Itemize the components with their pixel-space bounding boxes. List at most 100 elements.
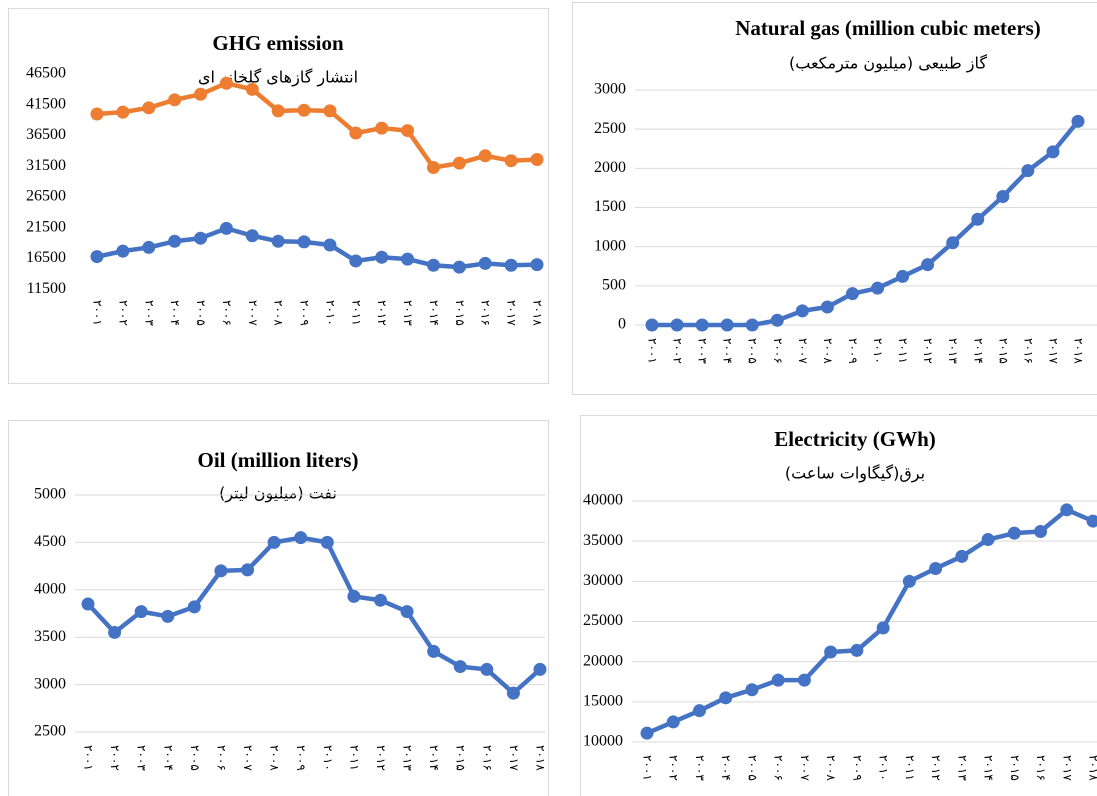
x-tick-label: ۲۰۰۷: [241, 745, 255, 771]
x-tick-label: ۲۰۱۷: [1060, 755, 1074, 781]
marker: [81, 597, 95, 611]
y-tick-label: 11500: [27, 280, 66, 297]
marker: [108, 625, 122, 639]
y-tick-label: 10000: [583, 733, 623, 750]
marker: [1086, 514, 1097, 528]
marker: [142, 240, 156, 254]
marker: [453, 660, 467, 674]
marker: [90, 250, 104, 264]
y-tick-label: 3000: [34, 675, 66, 692]
marker: [478, 256, 492, 270]
y-tick-label: 2500: [34, 723, 66, 740]
x-tick-label: ۲۰۱۶: [479, 300, 493, 326]
marker: [116, 244, 130, 258]
marker: [745, 318, 759, 332]
marker: [946, 236, 960, 250]
x-tick-label: ۲۰۱۷: [1046, 338, 1060, 364]
marker: [902, 574, 916, 588]
y-tick-label: 26500: [26, 188, 66, 205]
marker: [349, 254, 363, 268]
marker: [645, 318, 659, 332]
x-tick-label: ۲۰۱۶: [1034, 755, 1048, 781]
marker: [820, 300, 834, 314]
marker: [373, 593, 387, 607]
marker: [427, 644, 441, 658]
y-tick-label: 35000: [583, 532, 623, 549]
x-tick-label: ۲۰۱۵: [1008, 755, 1022, 781]
marker: [971, 212, 985, 226]
x-tick-label: ۲۰۰۳: [693, 755, 707, 781]
chart-title: GHG emission: [212, 31, 344, 55]
marker: [401, 124, 415, 138]
x-tick-label: ۲۰۱۱: [349, 300, 363, 326]
x-tick-label: ۲۰۰۲: [667, 755, 681, 781]
marker: [245, 82, 259, 96]
marker: [320, 535, 334, 549]
x-tick-label: ۲۰۰۵: [746, 338, 760, 364]
x-tick-label: ۲۰۱۶: [1021, 338, 1035, 364]
x-tick-label: ۲۰۱۳: [946, 338, 960, 364]
marker: [267, 535, 281, 549]
marker: [720, 318, 734, 332]
x-tick-label: ۲۰۱۲: [375, 300, 389, 326]
x-tick-label: ۲۰۰۸: [268, 745, 282, 771]
marker: [896, 269, 910, 283]
marker: [719, 691, 733, 705]
x-tick-label: ۲۰۱۸: [531, 300, 545, 326]
marker: [245, 229, 259, 243]
marker: [530, 152, 544, 166]
x-tick-label: ۲۰۰۹: [294, 745, 308, 771]
y-tick-label: 36500: [26, 126, 66, 143]
marker: [504, 154, 518, 168]
marker: [426, 160, 440, 174]
line: [86, 535, 542, 696]
y-tick-label: 25000: [583, 612, 623, 629]
marker: [323, 238, 337, 252]
panel: [8, 420, 549, 796]
x-tick-label: ۲۰۱۲: [921, 338, 935, 364]
marker: [271, 234, 285, 248]
x-tick-label: ۲۰۰۹: [850, 755, 864, 781]
x-tick-label: ۲۰۱۵: [453, 300, 467, 326]
marker: [533, 662, 547, 676]
x-tick-label: ۲۰۱۷: [505, 300, 519, 326]
y-tick-label: 2000: [594, 159, 626, 176]
x-tick-label: ۲۰۱۱: [903, 755, 917, 781]
y-tick-label: 500: [602, 277, 626, 294]
x-tick-label: ۲۰۱۰: [877, 755, 891, 781]
chart-subtitle: نفت (میلیون لیتر): [219, 484, 337, 504]
x-tick-label: ۲۰۰۵: [745, 755, 759, 781]
x-tick-label: ۲۰۰۶: [214, 745, 228, 771]
chart-title: Oil (million liters): [198, 448, 359, 472]
x-tick-label: ۲۰۰۷: [796, 338, 810, 364]
chart-title: Natural gas (million cubic meters): [735, 16, 1041, 40]
x-tick-label: ۲۰۱۴: [427, 300, 441, 326]
x-tick-label: ۲۰۰۴: [721, 338, 735, 364]
marker: [480, 662, 494, 676]
marker: [845, 287, 859, 301]
x-tick-label: ۲۰۰۲: [671, 338, 685, 364]
marker: [666, 715, 680, 729]
y-tick-label: 40000: [583, 492, 623, 509]
marker: [194, 87, 208, 101]
marker: [1007, 526, 1021, 540]
y-tick-label: 2500: [594, 120, 626, 137]
marker: [194, 231, 208, 245]
marker: [1034, 525, 1048, 539]
marker: [401, 252, 415, 266]
x-tick-label: ۲۰۱۴: [982, 755, 996, 781]
marker: [850, 643, 864, 657]
marker: [695, 318, 709, 332]
x-tick-label: ۲۰۱۸: [1087, 755, 1097, 781]
marker: [134, 605, 148, 619]
marker: [478, 149, 492, 163]
marker: [1046, 145, 1060, 159]
marker: [349, 126, 363, 140]
marker: [797, 673, 811, 687]
x-tick-label: ۲۰۰۷: [798, 755, 812, 781]
marker: [929, 561, 943, 575]
x-tick-label: ۲۰۰۱: [646, 338, 660, 364]
x-tick-label: ۲۰۰۲: [116, 300, 130, 326]
marker: [271, 104, 285, 118]
marker: [921, 258, 935, 272]
